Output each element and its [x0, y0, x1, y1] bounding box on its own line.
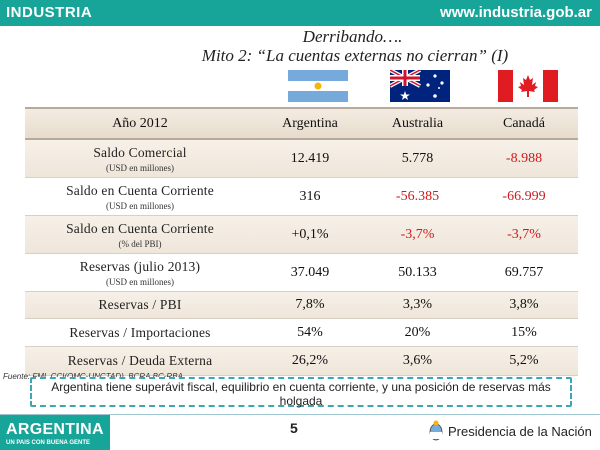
table-row: Reservas / Importaciones 54% 20% 15% — [25, 319, 578, 347]
table-row: Reservas / PBI 7,8% 3,3% 3,8% — [25, 292, 578, 319]
canada-flag-icon — [498, 70, 558, 102]
site-url[interactable]: www.industria.gob.ar — [440, 4, 592, 21]
value-canada: 69.757 — [504, 264, 544, 280]
value-canada: -3,7% — [507, 226, 541, 242]
slide-title-line1: Derribando…. — [302, 27, 403, 46]
value-australia: 3,3% — [402, 297, 433, 312]
value-australia: 3,6% — [402, 353, 433, 368]
header-year: Año 2012 — [112, 115, 168, 131]
presidency-label: Presidencia de la Nación — [448, 424, 592, 439]
slide-title-line2: Mito 2: “La cuentas externas no cierran”… — [201, 46, 509, 65]
value-argentina: 37.049 — [290, 264, 330, 280]
value-canada: 5,2% — [509, 353, 539, 368]
row-label: Reservas / PBI — [98, 297, 182, 312]
header-argentina: Argentina — [282, 115, 338, 131]
value-argentina: 12.419 — [290, 150, 330, 166]
value-australia: 20% — [404, 324, 431, 340]
footer-divider — [0, 414, 600, 415]
header-canada: Canadá — [503, 115, 545, 131]
brand-label: INDUSTRIA — [6, 4, 93, 21]
conclusion-callout: Argentina tiene superávit fiscal, equili… — [30, 377, 572, 408]
table-row: Saldo Comercial (USD en millones) 12.419… — [25, 140, 578, 178]
table-row: Reservas (julio 2013) (USD en millones) … — [25, 254, 578, 292]
comparison-table: Año 2012 Argentina Australia Canadá Sald… — [25, 107, 578, 376]
value-canada: 3,8% — [509, 297, 539, 312]
row-label: Reservas (julio 2013) (USD en millones) — [79, 258, 201, 287]
logo-main-text: ARGENTINA — [6, 421, 104, 438]
value-canada: -66.999 — [502, 188, 546, 204]
value-australia: -56.385 — [395, 188, 440, 204]
value-argentina: 316 — [299, 188, 321, 204]
table-row: Saldo en Cuenta Corriente (% del PBI) +0… — [25, 216, 578, 254]
row-label: Reservas / Importaciones — [69, 324, 211, 340]
value-canada: 15% — [511, 324, 537, 340]
argentina-flag-icon — [288, 70, 348, 102]
value-argentina: 26,2% — [291, 353, 329, 368]
row-label: Saldo en Cuenta Corriente (% del PBI) — [66, 220, 214, 249]
value-australia: 5.778 — [401, 150, 434, 166]
value-argentina: 54% — [297, 324, 323, 340]
row-label: Reservas / Deuda Externa — [67, 353, 213, 368]
value-argentina: +0,1% — [291, 226, 329, 242]
coat-of-arms-icon — [429, 420, 443, 441]
argentina-logo: ARGENTINA UN PAIS CON BUENA GENTE — [0, 415, 110, 450]
source-note: Fuente: FMI, CCI(OMC-UNCTAD), BCRA,BC-RB… — [3, 372, 183, 381]
value-australia: 50.133 — [398, 264, 437, 280]
table-row: Saldo en Cuenta Corriente (USD en millon… — [25, 178, 578, 216]
header-bar: INDUSTRIA www.industria.gob.ar — [0, 0, 600, 26]
value-argentina: 7,8% — [295, 297, 325, 312]
row-label: Saldo Comercial (USD en millones) — [93, 144, 187, 173]
value-canada: -8.988 — [505, 150, 543, 166]
australia-flag-icon — [390, 70, 450, 102]
table-row: Reservas / Deuda Externa 26,2% 3,6% 5,2% — [25, 347, 578, 376]
page-number: 5 — [290, 420, 298, 436]
logo-tagline: UN PAIS CON BUENA GENTE — [6, 440, 91, 446]
row-label: Saldo en Cuenta Corriente (USD en millon… — [66, 182, 214, 211]
table-header-row: Año 2012 Argentina Australia Canadá — [25, 107, 578, 140]
value-australia: -3,7% — [400, 226, 435, 242]
header-australia: Australia — [391, 115, 444, 131]
